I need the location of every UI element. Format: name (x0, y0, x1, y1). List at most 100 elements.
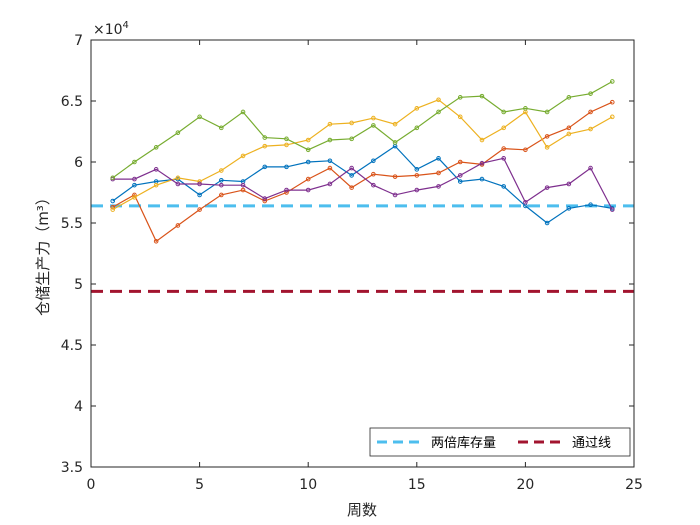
plot-area (91, 40, 634, 467)
data-point (414, 187, 420, 193)
data-point (479, 93, 485, 99)
data-point (588, 126, 593, 132)
series-1 (110, 143, 615, 226)
data-point (501, 125, 506, 131)
series-line (112, 157, 613, 210)
data-point (479, 137, 485, 143)
reference-lines (91, 204, 634, 293)
data-point (588, 91, 593, 96)
data-point (479, 160, 485, 166)
x-tick-label: 15 (408, 477, 426, 493)
y-tick-label: 6 (74, 155, 83, 171)
data-point (501, 184, 506, 189)
data-point (349, 185, 354, 190)
data-point (327, 165, 333, 171)
data-point (436, 109, 441, 115)
data-point (284, 164, 289, 170)
data-point (544, 134, 550, 139)
data-point (371, 123, 376, 128)
data-point (197, 179, 202, 184)
data-point (305, 176, 311, 182)
series-4 (110, 156, 615, 212)
y-tick-label: 6.5 (61, 94, 83, 110)
series-3 (110, 97, 615, 212)
x-tick-label: 0 (87, 477, 96, 493)
data-point (327, 137, 333, 143)
data-point (262, 196, 268, 201)
data-point (588, 109, 593, 115)
data-point (327, 181, 333, 187)
data-point (132, 182, 137, 188)
series-line (112, 99, 613, 211)
x-tick-label: 10 (299, 477, 317, 493)
x-tick-label: 25 (625, 477, 643, 493)
data-point (197, 192, 202, 198)
y-tick-label: 3.5 (61, 460, 83, 476)
data-point (609, 79, 615, 84)
data-point (305, 147, 311, 153)
data-point (219, 178, 224, 183)
series-line (112, 101, 613, 243)
legend: 两倍库存量 通过线 (369, 427, 631, 457)
data-point (392, 121, 398, 127)
data-point (132, 176, 137, 182)
data-point (436, 184, 441, 189)
data-point (566, 206, 572, 211)
data-point (609, 114, 615, 120)
data-point (609, 207, 615, 212)
data-point (284, 136, 289, 142)
data-point (371, 182, 376, 188)
data-point (240, 182, 246, 188)
data-point (327, 121, 333, 127)
series-lines (110, 79, 615, 244)
series-5 (110, 79, 615, 181)
data-point (349, 120, 354, 126)
data-point (436, 170, 441, 176)
data-point (349, 136, 354, 142)
data-point (457, 114, 463, 120)
data-point (544, 185, 550, 190)
data-point (501, 109, 506, 115)
data-point (523, 106, 528, 111)
y-tick-label: 5.5 (61, 216, 83, 232)
y-tick-label: 4.5 (61, 338, 83, 354)
data-point (262, 164, 268, 170)
data-point (175, 181, 181, 187)
data-point (153, 239, 159, 244)
data-point (501, 156, 506, 161)
data-point (219, 192, 224, 198)
data-point (371, 115, 376, 121)
y-tick-label: 7 (74, 33, 83, 49)
y-tick-label: 4 (74, 399, 83, 415)
x-tick-label: 20 (516, 477, 534, 493)
data-point (284, 187, 289, 193)
data-point (110, 207, 116, 212)
data-point (523, 199, 528, 205)
data-point (371, 171, 376, 177)
data-point (436, 97, 441, 103)
data-point (349, 165, 354, 171)
data-point (219, 168, 224, 173)
data-point (392, 192, 398, 198)
data-point (544, 145, 550, 150)
data-point (588, 165, 593, 171)
data-point (305, 159, 311, 165)
data-point (566, 181, 572, 187)
series-line (112, 145, 613, 224)
plot-box (90, 39, 635, 468)
data-point (305, 187, 311, 193)
data-point (175, 223, 181, 228)
data-point (457, 173, 463, 178)
data-point (414, 125, 420, 131)
data-point (219, 125, 224, 131)
legend-label-pass-line: 通过线 (572, 436, 611, 451)
data-point (153, 182, 159, 188)
data-point (262, 135, 268, 140)
data-point (523, 147, 528, 153)
data-point (240, 187, 246, 193)
data-point (479, 176, 485, 182)
data-point (197, 114, 202, 120)
data-point (457, 159, 463, 165)
data-point (132, 195, 137, 200)
